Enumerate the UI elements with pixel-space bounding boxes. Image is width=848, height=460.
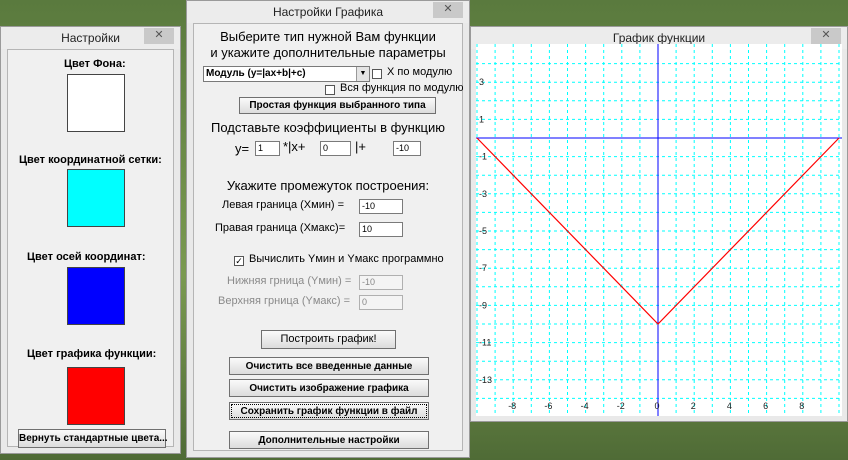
- extra-settings-button[interactable]: Дополнительные настройки: [229, 431, 429, 449]
- x-tick-label: 2: [691, 401, 696, 411]
- coef-heading: Подставьте коэффициенты в функцию: [211, 120, 445, 135]
- upper-y-label: Верхняя грница (Yмакс) =: [218, 295, 351, 307]
- settings-titlebar: Настройки ✕: [1, 27, 180, 49]
- plus-part-label: |+: [355, 139, 366, 154]
- y-tick-label: -13: [479, 375, 492, 385]
- range-heading: Укажите промежуток построения:: [226, 178, 430, 193]
- y-tick-label: -7: [479, 263, 487, 273]
- graph-settings-titlebar: Настройки Графика ✕: [187, 1, 469, 23]
- function-graph: -8 -6 -4 -2 0 2 4 6 8 -1 -3 -5 -7 -9 -11 -13 3 1: [476, 44, 842, 416]
- auto-y-checkbox[interactable]: ✓: [234, 256, 244, 266]
- simple-function-button[interactable]: Простая функция выбранного типа: [239, 97, 436, 114]
- settings-title: Настройки: [61, 31, 120, 45]
- x-tick-label: -2: [617, 401, 625, 411]
- close-icon[interactable]: ✕: [811, 28, 841, 44]
- y-tick-label: -3: [479, 189, 487, 199]
- y-tick-label: -5: [479, 226, 487, 236]
- graph-titlebar: График функции ✕: [471, 27, 847, 49]
- graph-settings-window: Настройки Графика ✕ Выберите тип нужной …: [186, 0, 470, 458]
- y-tick-label: -9: [479, 300, 487, 310]
- y-tick-label: -11: [479, 338, 491, 348]
- lower-y-input[interactable]: -10: [359, 275, 403, 290]
- coef-a-input[interactable]: 1: [255, 141, 280, 156]
- x-tick-label: 4: [727, 401, 732, 411]
- y-tick-label: 3: [479, 77, 484, 87]
- x-tick-label: -4: [581, 401, 589, 411]
- type-heading-line1: Выберите тип нужной Вам функции: [220, 29, 436, 44]
- function-type-value: Модуль (y=|ax+b|+c): [206, 68, 306, 79]
- function-line: [476, 137, 840, 325]
- func-color-swatch[interactable]: [67, 367, 125, 425]
- reset-colors-button[interactable]: Вернуть стандартные цвета...: [18, 429, 168, 448]
- save-graph-button[interactable]: Сохранить график функции в файл: [229, 402, 429, 420]
- axes-color-label: Цвет осей координат:: [27, 251, 146, 263]
- right-bound-input[interactable]: 10: [359, 222, 403, 237]
- settings-panel: Цвет Фона: Цвет координатной сетки: Цвет…: [7, 49, 174, 448]
- left-bound-input[interactable]: -10: [359, 199, 403, 214]
- x-modulus-checkbox[interactable]: [372, 69, 382, 79]
- bg-color-swatch[interactable]: [67, 74, 125, 132]
- graph-canvas: -8 -6 -4 -2 0 2 4 6 8 -1 -3 -5 -7 -9 -11 -13 3 1: [476, 44, 842, 416]
- bg-color-label: Цвет Фона:: [64, 58, 126, 70]
- type-heading-line2: и укажите дополнительные параметры: [210, 45, 446, 60]
- graph-title: График функции: [612, 31, 706, 45]
- function-type-select[interactable]: Модуль (y=|ax+b|+c) ▼: [203, 66, 370, 82]
- func-color-label: Цвет графика функции:: [27, 348, 157, 360]
- y-tick-label: 1: [479, 114, 484, 124]
- clear-image-button[interactable]: Очистить изображение графика: [229, 379, 429, 397]
- grid-color-swatch[interactable]: [67, 169, 125, 227]
- graph-settings-panel: Выберите тип нужной Вам функции и укажит…: [193, 23, 464, 451]
- auto-y-label: Вычислить Yмин и Yмакс программно: [249, 253, 444, 265]
- upper-y-input[interactable]: 0: [359, 295, 403, 310]
- coef-c-input[interactable]: -10: [393, 141, 421, 156]
- clear-data-button[interactable]: Очистить все введенные данные: [229, 357, 429, 375]
- right-bound-label: Правая граница (Хмакс)=: [215, 222, 346, 234]
- left-bound-label: Левая граница (Хмин) =: [222, 199, 345, 211]
- all-modulus-label: Вся функция по модулю: [340, 82, 464, 94]
- all-modulus-checkbox[interactable]: [325, 85, 335, 95]
- chevron-down-icon[interactable]: ▼: [356, 67, 369, 81]
- axes-color-swatch[interactable]: [67, 267, 125, 325]
- x-tick-label: 6: [763, 401, 768, 411]
- x-tick-label: 8: [799, 401, 804, 411]
- x-tick-label: 0: [654, 401, 659, 411]
- build-graph-button[interactable]: Построить график!: [261, 330, 396, 349]
- coef-b-input[interactable]: 0: [320, 141, 351, 156]
- close-icon[interactable]: ✕: [433, 2, 463, 18]
- x-modulus-label: Х по модулю: [387, 66, 453, 78]
- lower-y-label: Нижняя грница (Yмин) =: [227, 275, 352, 287]
- x-tick-label: -8: [508, 401, 516, 411]
- close-icon[interactable]: ✕: [144, 28, 174, 44]
- y-tick-label: -1: [479, 152, 487, 162]
- graph-settings-title: Настройки Графика: [272, 5, 384, 19]
- settings-window: Настройки ✕ Цвет Фона: Цвет координатной…: [0, 26, 181, 454]
- x-part-label: *|x+: [283, 139, 306, 154]
- x-tick-label: -6: [544, 401, 552, 411]
- y-equals-label: y=: [235, 141, 250, 156]
- grid-color-label: Цвет координатной сетки:: [19, 154, 162, 166]
